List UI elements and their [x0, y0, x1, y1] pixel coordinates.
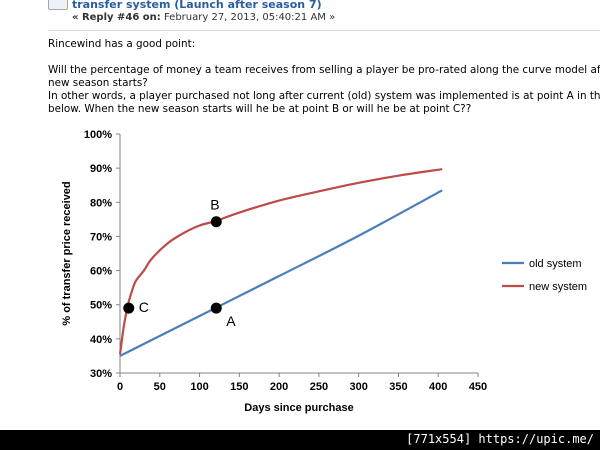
- y-tick-label: 30%: [90, 368, 112, 380]
- reply-date: February 27, 2013, 05:40:21 AM »: [163, 12, 336, 23]
- y-tick-label: 70%: [90, 231, 112, 243]
- x-tick-label: 450: [469, 381, 487, 393]
- post-line: Rincewind has a good point:: [48, 38, 196, 50]
- x-tick-label: 250: [310, 381, 328, 393]
- x-axis-title: Days since purchase: [244, 402, 353, 414]
- chart-svg: 30% 40% 50% 60% 70% 80% 90% 100% 0 50 100 150 200 250…: [61, 129, 587, 414]
- point-marker-b: [210, 216, 222, 228]
- post-title-link[interactable]: transfer system (Launch after season 7): [72, 0, 322, 11]
- post-line: In other words, a player purchased not l…: [48, 90, 600, 102]
- post-icon: [48, 0, 68, 10]
- point-marker-c: [123, 302, 135, 314]
- y-tick-label: 100%: [84, 129, 112, 141]
- series-line-new-system: [118, 168, 443, 355]
- point-label-a: A: [226, 313, 236, 329]
- y-tick-label: 90%: [90, 163, 112, 175]
- post-body: Rincewind has a good point: Will the per…: [48, 38, 600, 118]
- point-label-b: B: [210, 197, 219, 213]
- point-label-c: C: [139, 299, 149, 315]
- y-axis-title: % of transfer price received: [61, 181, 73, 325]
- x-tick-label: 50: [154, 381, 166, 393]
- legend-label: new system: [529, 281, 587, 293]
- post-line: Will the percentage of money a team rece…: [48, 64, 600, 76]
- legend-label: old system: [529, 258, 582, 270]
- x-tick-label: 150: [230, 381, 248, 393]
- post-separator: [48, 30, 600, 31]
- x-tick-label: 400: [429, 381, 447, 393]
- reply-label: « Reply #46 on:: [72, 12, 161, 23]
- x-tick-label: 200: [270, 381, 288, 393]
- point-marker-a: [210, 302, 222, 314]
- y-tick-label: 60%: [90, 266, 112, 278]
- reply-meta: « Reply #46 on: February 27, 2013, 05:40…: [72, 12, 335, 23]
- watermark: [771x554] https://upic.me/: [406, 432, 594, 446]
- y-tick-label: 40%: [90, 334, 112, 346]
- post-line: new season starts?: [48, 77, 148, 89]
- chart: 30% 40% 50% 60% 70% 80% 90% 100% 0 50 100 150 200 250…: [44, 120, 600, 426]
- y-tick-label: 80%: [90, 197, 112, 209]
- x-tick-label: 350: [389, 381, 407, 393]
- post-line: below. When the new season starts will h…: [48, 103, 472, 115]
- x-tick-label: 100: [190, 381, 208, 393]
- y-tick-label: 50%: [90, 300, 112, 312]
- x-tick-label: 300: [349, 381, 367, 393]
- series-line-old-system: [119, 189, 443, 357]
- bottom-strip: [771x554] https://upic.me/: [0, 430, 600, 450]
- post-gap: [48, 51, 600, 64]
- post-header: transfer system (Launch after season 7) …: [0, 0, 600, 26]
- x-tick-label: 0: [117, 381, 123, 393]
